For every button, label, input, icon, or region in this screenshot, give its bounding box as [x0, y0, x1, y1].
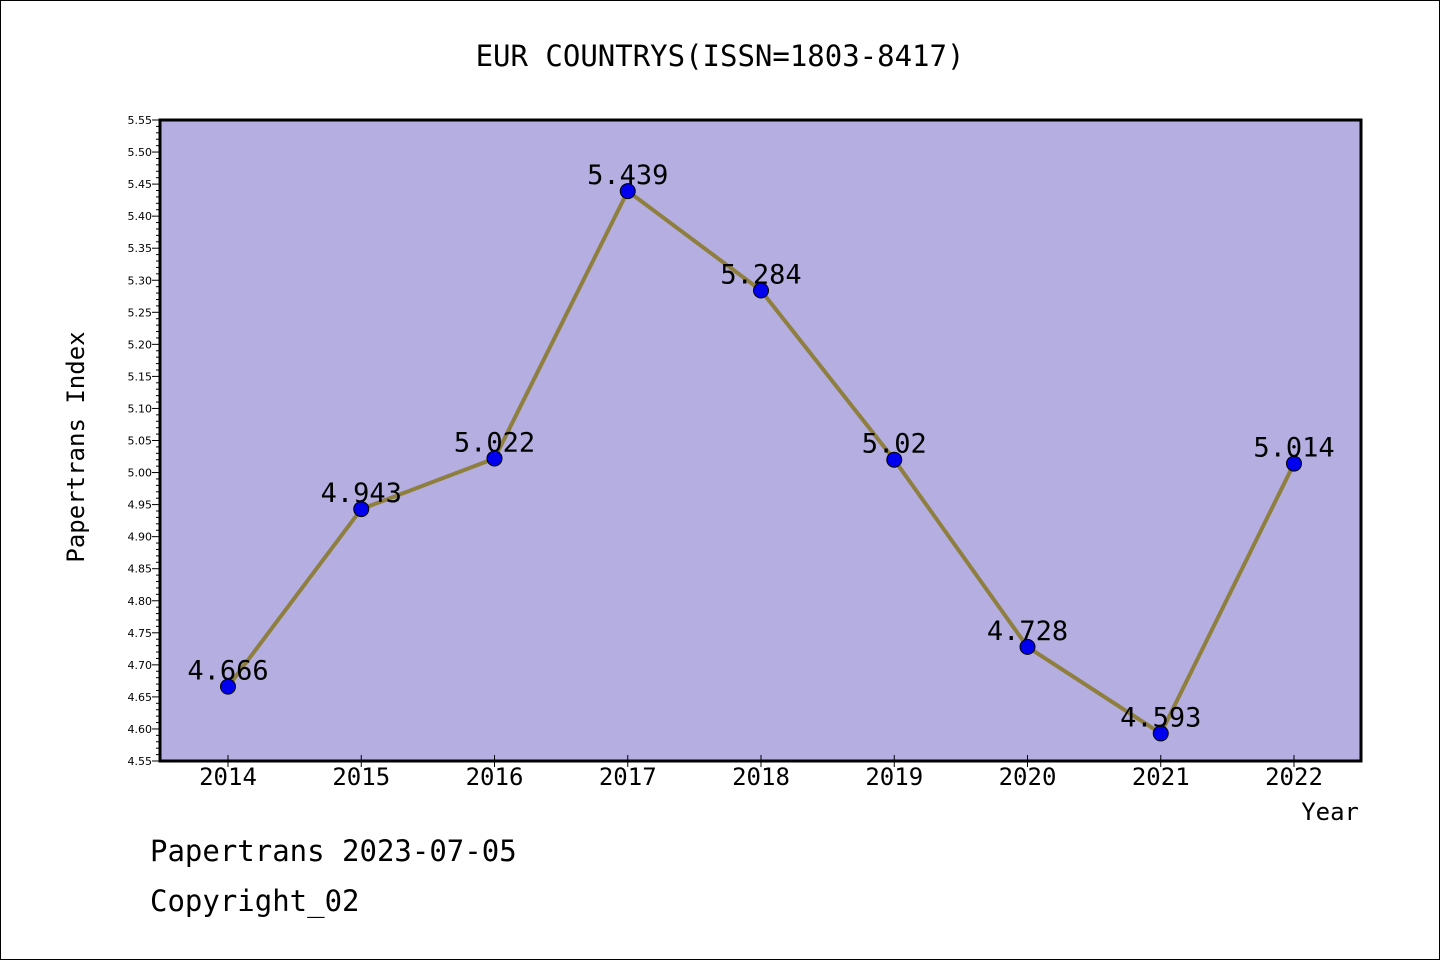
- data-point: [1152, 725, 1169, 742]
- plot-area: [158, 118, 1363, 763]
- y-tick-label: 5.20: [128, 338, 153, 351]
- data-label: 4.666: [187, 656, 268, 687]
- x-axis: 2014 2015 2016 2017 2018 2019 2020 2021 2022: [199, 755, 1323, 791]
- data-point: [1019, 638, 1036, 655]
- y-tick-label: 5.55: [128, 114, 153, 127]
- x-tick-label: 2022: [1265, 763, 1323, 791]
- data-label: 5.022: [454, 427, 535, 458]
- data-label: 5.439: [587, 160, 668, 191]
- y-tick-label: 4.75: [128, 627, 153, 640]
- data-label: 4.593: [1120, 702, 1201, 733]
- y-tick-label: 5.35: [128, 242, 153, 255]
- x-axis-label: Year: [1301, 798, 1359, 826]
- y-tick-label: 4.70: [128, 659, 153, 672]
- y-tick-label: 5.05: [128, 435, 153, 448]
- y-tick-label: 5.45: [128, 178, 153, 191]
- chart-title: EUR COUNTRYS(ISSN=1803-8417): [476, 39, 965, 73]
- y-tick-label: 4.80: [128, 595, 153, 608]
- y-tick-label: 5.30: [128, 274, 153, 287]
- x-tick-label: 2016: [466, 763, 524, 791]
- series-layer: 4.666 4.943 5.022 5.439 5.284 5.02 4.728 4.593 5…: [187, 160, 1335, 742]
- data-label: 5.02: [862, 429, 927, 460]
- x-tick-label: 2019: [865, 763, 923, 791]
- y-tick-label: 5.15: [128, 370, 153, 383]
- data-label: 4.943: [321, 478, 402, 509]
- y-tick-label: 4.65: [128, 691, 153, 704]
- y-tick-label: 5.00: [128, 467, 153, 480]
- data-label: 5.284: [720, 260, 801, 291]
- data-point: [1286, 455, 1302, 472]
- data-label: 5.014: [1253, 433, 1334, 464]
- x-tick-label: 2018: [732, 763, 790, 791]
- data-point: [220, 678, 236, 695]
- y-tick-label: 5.40: [128, 210, 153, 223]
- footer-copyright: Copyright_02: [150, 884, 360, 918]
- data-point: [753, 282, 769, 299]
- y-tick-label: 5.10: [128, 402, 153, 415]
- y-tick-label: 4.55: [128, 755, 153, 768]
- data-point: [486, 450, 503, 467]
- x-tick-label: 2014: [199, 763, 257, 791]
- data-label: 4.728: [987, 616, 1068, 647]
- y-axis: 4.55 4.60 4.65 4.70 4.75 4.80 4.85 4.90 4.95 5.00…: [128, 114, 160, 768]
- x-tick-label: 2020: [999, 763, 1057, 791]
- y-tick-label: 4.85: [128, 563, 153, 576]
- y-tick-label: 5.50: [128, 146, 153, 159]
- x-tick-label: 2015: [332, 763, 390, 791]
- x-tick-label: 2017: [599, 763, 657, 791]
- x-tick-label: 2021: [1132, 763, 1190, 791]
- y-tick-label: 4.90: [128, 531, 153, 544]
- data-point: [886, 451, 903, 468]
- data-point: [353, 501, 370, 518]
- footer-date: Papertrans 2023-07-05: [150, 834, 517, 868]
- y-axis-label: Papertrans Index: [62, 331, 90, 562]
- data-point: [619, 183, 636, 200]
- y-tick-label: 4.95: [128, 499, 153, 512]
- y-tick-label: 4.60: [128, 723, 153, 736]
- y-tick-label: 5.25: [128, 306, 153, 319]
